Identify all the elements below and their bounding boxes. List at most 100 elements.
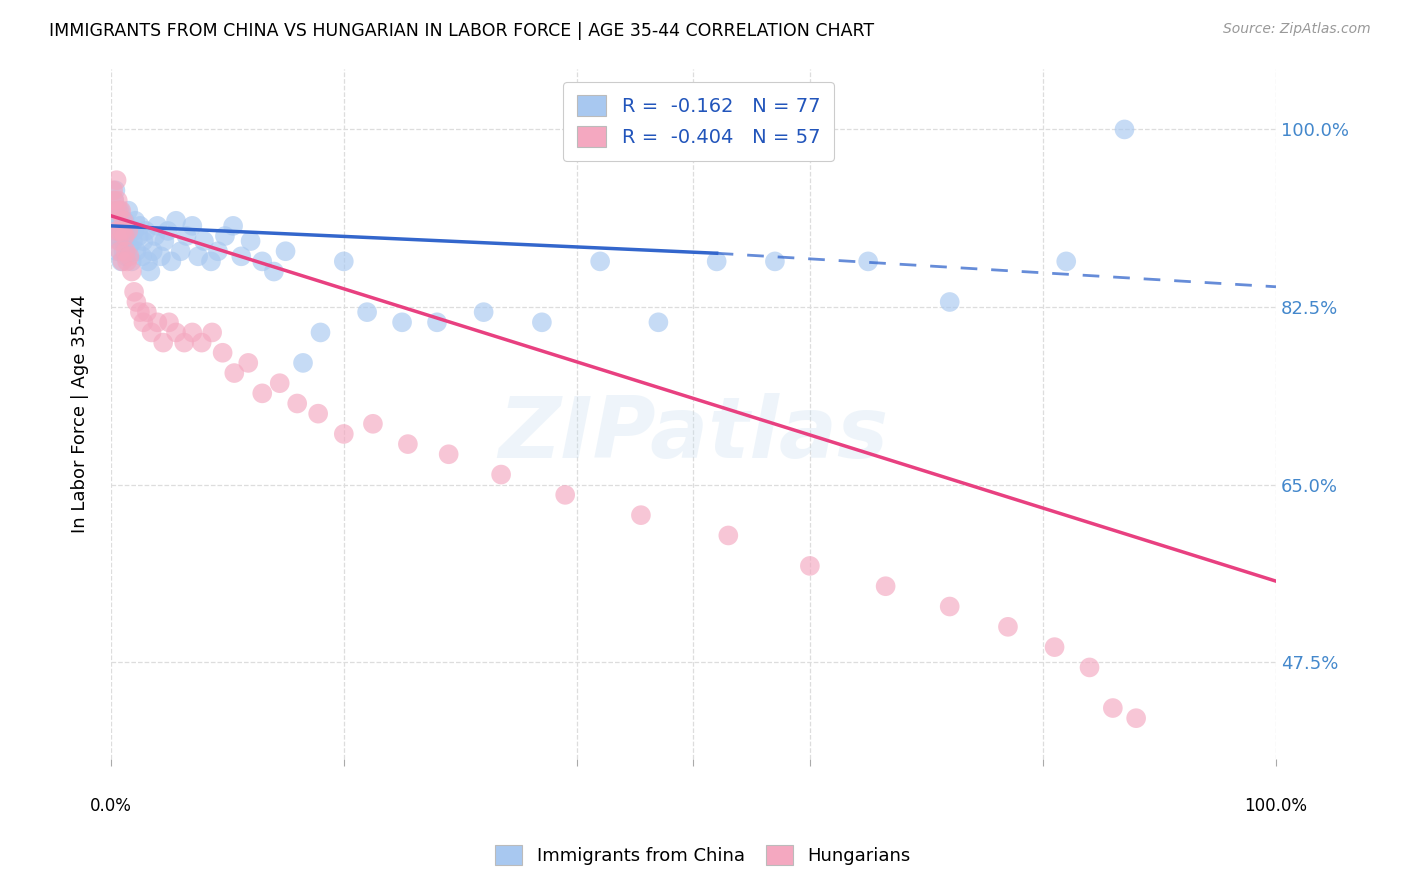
- Point: [149, 249, 172, 263]
- Point: [111, 224, 134, 238]
- Point: [630, 508, 652, 523]
- Point: [207, 244, 229, 259]
- Point: [165, 214, 187, 228]
- Point: [108, 244, 131, 259]
- Point: [214, 229, 236, 244]
- Point: [157, 315, 180, 329]
- Point: [112, 224, 135, 238]
- Point: [938, 295, 960, 310]
- Point: [122, 285, 145, 299]
- Point: [110, 254, 132, 268]
- Point: [135, 224, 157, 238]
- Point: [115, 254, 138, 268]
- Point: [107, 203, 129, 218]
- Point: [117, 224, 139, 238]
- Point: [105, 173, 128, 187]
- Point: [361, 417, 384, 431]
- Point: [135, 305, 157, 319]
- Point: [111, 214, 134, 228]
- Point: [1043, 640, 1066, 654]
- Point: [1054, 254, 1077, 268]
- Point: [589, 254, 612, 268]
- Point: [115, 224, 138, 238]
- Point: [104, 183, 127, 197]
- Point: [200, 254, 222, 268]
- Point: [117, 203, 139, 218]
- Point: [146, 315, 169, 329]
- Point: [647, 315, 669, 329]
- Point: [108, 203, 131, 218]
- Point: [274, 244, 297, 259]
- Point: [142, 244, 165, 259]
- Point: [231, 249, 253, 263]
- Point: [997, 620, 1019, 634]
- Point: [132, 315, 155, 329]
- Point: [763, 254, 786, 268]
- Point: [307, 407, 329, 421]
- Point: [252, 386, 274, 401]
- Point: [117, 229, 139, 244]
- Point: [114, 214, 136, 228]
- Point: [110, 219, 132, 233]
- Point: [143, 229, 166, 244]
- Point: [105, 214, 128, 228]
- Point: [252, 254, 274, 268]
- Point: [187, 249, 209, 263]
- Point: [193, 234, 215, 248]
- Point: [391, 315, 413, 329]
- Point: [356, 305, 378, 319]
- Point: [110, 203, 132, 218]
- Point: [309, 326, 332, 340]
- Point: [108, 224, 131, 238]
- Point: [125, 244, 148, 259]
- Point: [201, 326, 224, 340]
- Point: [211, 345, 233, 359]
- Point: [124, 214, 146, 228]
- Point: [190, 335, 212, 350]
- Point: [139, 264, 162, 278]
- Point: [108, 234, 131, 248]
- Point: [799, 558, 821, 573]
- Point: [122, 224, 145, 238]
- Point: [112, 214, 135, 228]
- Point: [108, 214, 131, 228]
- Point: [122, 234, 145, 248]
- Point: [105, 224, 128, 238]
- Point: [105, 244, 128, 259]
- Point: [170, 244, 193, 259]
- Point: [181, 219, 204, 233]
- Point: [426, 315, 449, 329]
- Point: [181, 326, 204, 340]
- Point: [112, 244, 135, 259]
- Point: [141, 326, 163, 340]
- Point: [129, 305, 152, 319]
- Point: [292, 356, 315, 370]
- Point: [103, 194, 125, 208]
- Text: 100.0%: 100.0%: [1244, 797, 1308, 814]
- Point: [437, 447, 460, 461]
- Point: [101, 183, 124, 197]
- Point: [152, 335, 174, 350]
- Point: [108, 224, 131, 238]
- Point: [107, 229, 129, 244]
- Point: [875, 579, 897, 593]
- Point: [108, 234, 131, 248]
- Point: [114, 234, 136, 248]
- Point: [104, 203, 127, 218]
- Point: [108, 203, 131, 218]
- Point: [120, 224, 142, 238]
- Point: [856, 254, 879, 268]
- Point: [1114, 122, 1136, 136]
- Point: [472, 305, 495, 319]
- Point: [101, 203, 124, 218]
- Point: [333, 426, 356, 441]
- Legend: R =  -0.162   N = 77, R =  -0.404   N = 57: R = -0.162 N = 77, R = -0.404 N = 57: [564, 82, 834, 161]
- Text: ZIPatlas: ZIPatlas: [498, 392, 889, 475]
- Point: [132, 234, 155, 248]
- Point: [333, 254, 356, 268]
- Point: [111, 254, 134, 268]
- Point: [115, 249, 138, 263]
- Point: [1101, 701, 1123, 715]
- Point: [115, 244, 138, 259]
- Point: [489, 467, 512, 482]
